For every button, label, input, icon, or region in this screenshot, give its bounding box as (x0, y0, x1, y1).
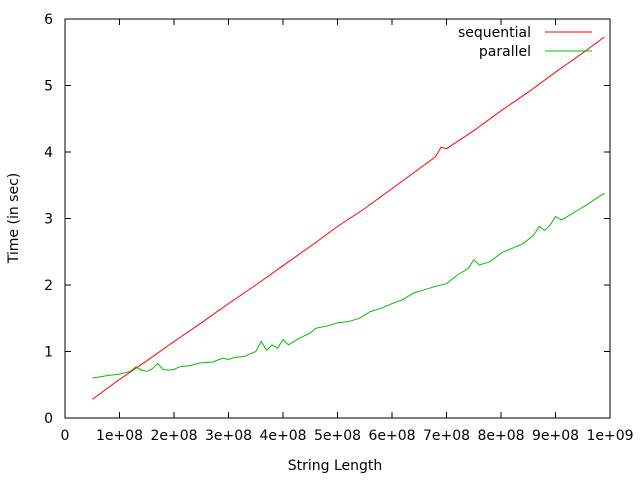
x-tick-label: 9e+08 (532, 428, 579, 444)
x-tick-label: 5e+08 (314, 428, 361, 444)
y-tick-label: 1 (44, 345, 53, 361)
x-tick-label: 4e+08 (259, 428, 306, 444)
y-tick-label: 6 (44, 12, 53, 28)
x-tick-label: 1e+09 (586, 428, 633, 444)
series-line-parallel (92, 192, 605, 379)
x-tick-label: 3e+08 (205, 428, 252, 444)
legend-label-sequential: sequential (458, 25, 531, 41)
x-tick-label: 8e+08 (477, 428, 524, 444)
y-tick-label: 3 (44, 212, 53, 228)
x-tick-label: 7e+08 (423, 428, 470, 444)
x-axis-label: String Length (288, 458, 383, 474)
series-line-sequential (92, 36, 605, 400)
legend: sequential parallel (458, 25, 592, 60)
x-tick-label: 2e+08 (150, 428, 197, 444)
y-axis-label: Time (in sec) (6, 173, 22, 264)
y-tick-label: 2 (44, 278, 53, 294)
y-axis: 0 1 2 3 4 5 6 (44, 12, 610, 427)
legend-label-parallel: parallel (479, 44, 531, 60)
y-tick-label: 0 (44, 411, 53, 427)
plot-frame (64, 18, 611, 419)
x-tick-label: 0 (61, 428, 70, 444)
x-tick-label: 6e+08 (368, 428, 415, 444)
x-axis: 0 1e+08 2e+08 3e+08 4e+08 5e+08 6e+08 7e+08 8e+0… (61, 19, 634, 444)
x-tick-label: 1e+08 (96, 428, 143, 444)
y-tick-label: 4 (44, 145, 53, 161)
series-layer (92, 36, 605, 400)
y-tick-label: 5 (44, 79, 53, 95)
